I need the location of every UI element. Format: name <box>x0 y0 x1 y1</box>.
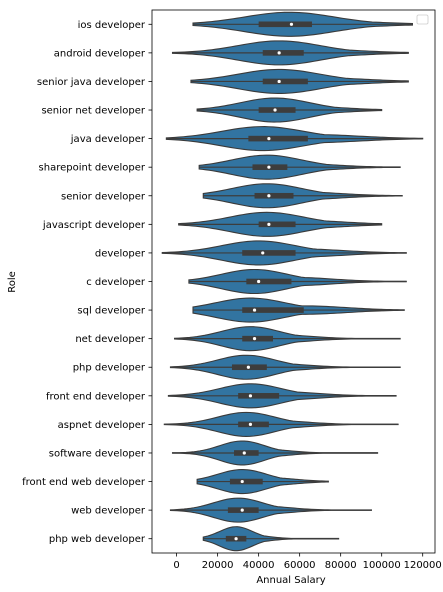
y-tick-label: senior developer <box>61 191 146 202</box>
iqr-box-aspnet-developer <box>238 421 269 428</box>
iqr-box-software-developer <box>234 450 259 456</box>
y-tick-label: android developer <box>54 48 146 59</box>
median-ios-developer <box>289 22 294 26</box>
median-front-end-developer <box>248 394 253 398</box>
iqr-box-javascript-developer <box>258 221 296 228</box>
median-sql-developer <box>252 308 257 312</box>
median-software-developer <box>242 451 246 455</box>
y-tick-label: software developer <box>49 448 146 459</box>
iqr-box-net-developer <box>242 335 273 342</box>
y-tick-label: javascript developer <box>42 220 146 231</box>
x-axis-label: Annual Salary <box>256 575 325 586</box>
x-axis-ticks: 0 20000 40000 60000 80000 100000 120000 <box>173 553 442 571</box>
x-tick-label: 80000 <box>325 560 357 571</box>
median-senior-net-developer <box>273 108 277 112</box>
iqr-box-senior-developer <box>254 192 294 199</box>
median-php-web-developer <box>234 537 238 541</box>
iqr-box-java-developer <box>248 135 308 142</box>
median-android-developer <box>277 51 281 55</box>
y-tick-label: front end developer <box>46 391 146 402</box>
median-web-developer <box>240 508 244 512</box>
y-tick-label: developer <box>95 248 146 259</box>
iqr-box-android-developer <box>262 50 304 56</box>
median-sharepoint-developer <box>267 165 271 169</box>
y-tick-label: ios developer <box>78 20 146 31</box>
y-tick-label: aspnet developer <box>58 420 146 431</box>
x-tick-label: 60000 <box>284 560 316 571</box>
y-tick-label: c developer <box>86 277 146 288</box>
y-tick-label: java developer <box>70 134 146 145</box>
iqr-box-sql-developer <box>242 307 304 313</box>
iqr-box-ios-developer <box>258 21 312 28</box>
iqr-box-senior-net-developer <box>258 107 296 113</box>
median-java-developer <box>267 137 271 141</box>
y-tick-label: net developer <box>75 334 146 345</box>
median-c-developer <box>257 279 261 284</box>
y-axis-label: Role <box>7 271 18 293</box>
iqr-box-front-end-web-developer <box>229 478 263 485</box>
violin-layer <box>161 11 424 552</box>
median-front-end-web-developer <box>240 479 244 484</box>
x-tick-label: 20000 <box>202 560 234 571</box>
x-tick-label: 120000 <box>404 560 442 571</box>
legend-box <box>416 14 429 25</box>
y-tick-label: php developer <box>73 363 146 374</box>
iqr-box-c-developer <box>246 278 292 285</box>
x-tick-label: 0 <box>173 560 179 571</box>
y-tick-label: sql developer <box>77 306 145 317</box>
iqr-box-senior-java-developer <box>262 78 308 85</box>
iqr-box-developer <box>242 250 296 256</box>
y-tick-label: front end web developer <box>22 477 146 488</box>
y-axis-ticks: ios developer android developer senior jav… <box>22 20 152 545</box>
y-tick-label: php web developer <box>49 534 146 545</box>
y-tick-label: sharepoint developer <box>39 163 146 174</box>
plot-frame <box>151 9 436 554</box>
median-developer <box>261 251 265 255</box>
median-aspnet-developer <box>248 422 253 426</box>
iqr-box-front-end-developer <box>238 393 280 399</box>
x-tick-label: 100000 <box>363 560 401 571</box>
median-net-developer <box>252 337 257 341</box>
median-senior-java-developer <box>277 79 281 84</box>
median-php-developer <box>246 365 250 369</box>
y-tick-label: senior java developer <box>37 77 146 88</box>
x-tick-label: 40000 <box>243 560 275 571</box>
median-javascript-developer <box>267 222 271 226</box>
y-tick-label: senior net developer <box>41 106 145 117</box>
median-senior-developer <box>267 194 271 198</box>
y-tick-label: web developer <box>71 506 146 517</box>
